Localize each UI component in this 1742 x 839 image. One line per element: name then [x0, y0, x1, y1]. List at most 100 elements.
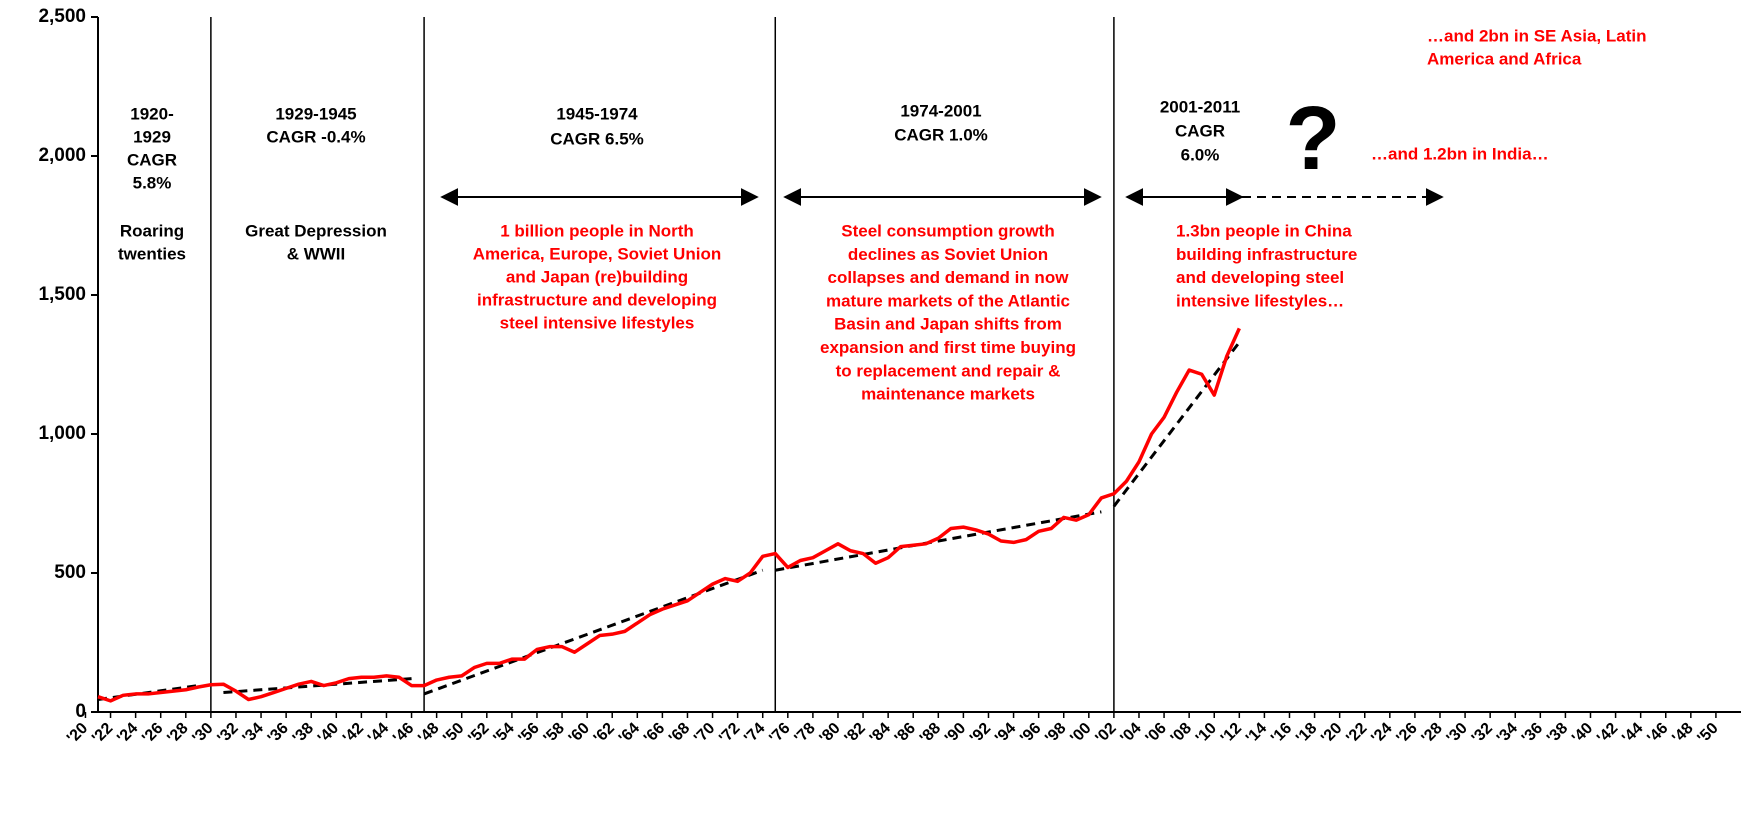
annotation: America and Africa: [1427, 49, 1582, 68]
period-label: & WWII: [287, 244, 346, 263]
annotation: to replacement and repair &: [836, 361, 1061, 380]
y-tick-label: 500: [54, 562, 86, 583]
x-tick-label: '94: [992, 720, 1019, 747]
annotation: intensive lifestyles…: [1176, 291, 1344, 310]
x-tick-label: '78: [791, 720, 818, 747]
period-label: ?: [1286, 89, 1341, 189]
x-tick-label: '34: [1494, 720, 1521, 747]
annotation: infrastructure and developing: [477, 290, 717, 309]
x-tick-label: '28: [1419, 720, 1446, 747]
x-tick-label: '02: [1092, 720, 1119, 747]
x-tick-label: '66: [641, 720, 668, 747]
annotation: 1 billion people in North: [500, 221, 694, 240]
x-tick-label: '20: [1318, 720, 1345, 747]
x-tick-label: '06: [1143, 720, 1170, 747]
x-tick-label: '26: [139, 720, 166, 747]
period-label: twenties: [118, 244, 186, 263]
period-label: 6.0%: [1181, 145, 1220, 164]
annotation: collapses and demand in now: [828, 268, 1070, 287]
x-tick-label: '22: [89, 720, 116, 747]
x-tick-label: '46: [1644, 720, 1671, 747]
annotation: and developing steel: [1176, 268, 1344, 287]
x-tick-label: '24: [114, 720, 141, 747]
x-tick-label: '40: [315, 720, 342, 747]
x-tick-label: '26: [1393, 720, 1420, 747]
annotation: 1.3bn people in China: [1176, 221, 1352, 240]
x-tick-label: '50: [440, 720, 467, 747]
x-tick-label: '20: [64, 720, 91, 747]
annotation: steel intensive lifestyles: [500, 313, 695, 332]
annotation: …and 1.2bn in India…: [1371, 144, 1549, 163]
x-tick-label: '46: [390, 720, 417, 747]
annotation: …and 2bn in SE Asia, Latin: [1427, 26, 1646, 45]
period-label: CAGR: [127, 150, 177, 169]
x-tick-label: '32: [214, 720, 241, 747]
period-label: 1929: [133, 127, 171, 146]
x-tick-label: '30: [189, 720, 216, 747]
period-label: 1929-1945: [275, 104, 356, 123]
x-tick-label: '62: [591, 720, 618, 747]
annotation: Steel consumption growth: [841, 221, 1054, 240]
x-tick-label: '38: [290, 720, 317, 747]
annotation: maintenance markets: [861, 385, 1035, 404]
period-label: 1945-1974: [556, 104, 638, 123]
x-tick-label: '80: [816, 720, 843, 747]
x-tick-label: '00: [1067, 720, 1094, 747]
x-tick-label: '72: [716, 720, 743, 747]
x-tick-label: '54: [490, 720, 517, 747]
x-tick-label: '10: [1193, 720, 1220, 747]
x-tick-label: '08: [1168, 720, 1195, 747]
x-tick-label: '36: [265, 720, 292, 747]
x-tick-label: '16: [1268, 720, 1295, 747]
annotation: America, Europe, Soviet Union: [473, 244, 721, 263]
x-tick-label: '42: [1594, 720, 1621, 747]
y-tick-label: 2,000: [38, 145, 86, 166]
period-label: 5.8%: [133, 173, 172, 192]
x-tick-label: '30: [1444, 720, 1471, 747]
y-tick-label: 1,500: [38, 284, 86, 305]
x-tick-label: '52: [465, 720, 492, 747]
x-tick-label: '44: [365, 720, 392, 747]
period-label: Great Depression: [245, 221, 387, 240]
annotation: expansion and first time buying: [820, 338, 1076, 357]
period-label: CAGR: [1175, 121, 1225, 140]
x-tick-label: '48: [415, 720, 442, 747]
x-tick-label: '24: [1368, 720, 1395, 747]
x-tick-label: '48: [1669, 720, 1696, 747]
annotation: declines as Soviet Union: [848, 245, 1048, 264]
x-tick-label: '56: [515, 720, 542, 747]
x-tick-label: '64: [616, 720, 643, 747]
x-tick-label: '76: [766, 720, 793, 747]
x-tick-label: '28: [164, 720, 191, 747]
annotation: Basin and Japan shifts from: [834, 315, 1062, 334]
y-tick-label: 2,500: [38, 6, 86, 27]
x-tick-label: '68: [666, 720, 693, 747]
x-tick-label: '40: [1569, 720, 1596, 747]
trend-line: [223, 677, 412, 695]
x-tick-label: '36: [1519, 720, 1546, 747]
x-tick-label: '84: [867, 720, 894, 747]
x-tick-label: '90: [942, 720, 969, 747]
x-tick-label: '70: [691, 720, 718, 747]
y-tick-label: 1,000: [38, 423, 86, 444]
x-tick-label: '32: [1469, 720, 1496, 747]
x-tick-label: '96: [1017, 720, 1044, 747]
x-tick-label: '12: [1218, 720, 1245, 747]
x-tick-label: '74: [741, 720, 768, 747]
period-label: 2001-2011: [1160, 97, 1240, 116]
period-label: CAGR 6.5%: [550, 129, 644, 148]
period-label: CAGR 1.0%: [894, 125, 988, 144]
period-label: Roaring: [120, 221, 184, 240]
y-tick-label: 0: [75, 701, 86, 722]
x-tick-label: '18: [1293, 720, 1320, 747]
x-tick-label: '34: [240, 720, 267, 747]
trend-line: [423, 568, 764, 696]
annotation: and Japan (re)building: [506, 267, 688, 286]
period-label: 1974-2001: [900, 101, 981, 120]
period-label: 1920-: [130, 104, 173, 123]
annotation: mature markets of the Atlantic: [826, 291, 1070, 310]
x-tick-label: '98: [1042, 720, 1069, 747]
x-tick-label: '44: [1619, 720, 1646, 747]
trend-line: [1112, 341, 1241, 508]
